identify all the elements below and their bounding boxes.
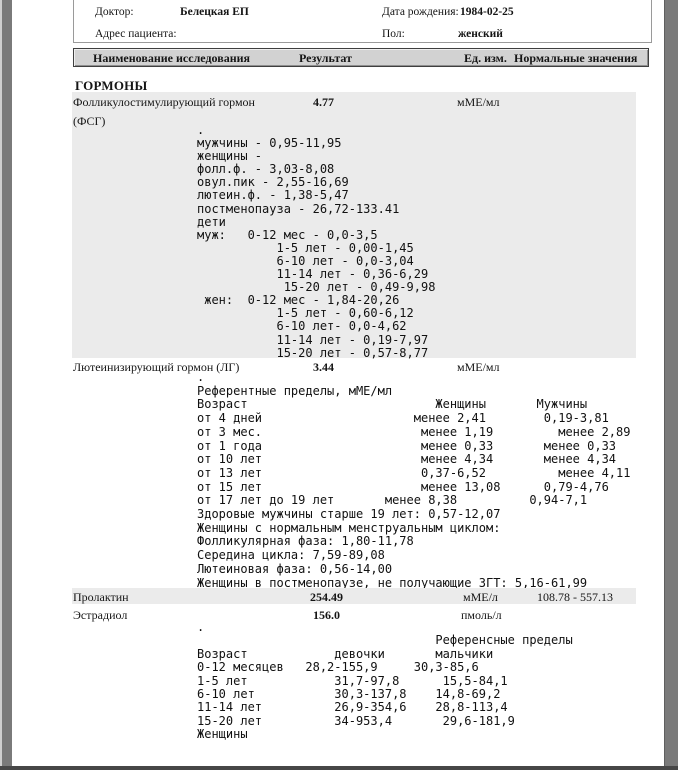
test-result-prolactin: 254.49	[310, 590, 343, 604]
sex-label: Пол:	[382, 28, 405, 40]
viewer-bottom-edge	[0, 766, 678, 770]
column-header-normal: Нормальные значения	[514, 51, 638, 65]
test-normal-prolactin: 108.78 - 557.13	[537, 590, 613, 604]
viewer-left-edge-highlight	[0, 0, 2, 770]
test-name-fsh-line2: (ФСГ)	[73, 114, 106, 128]
birthdate-label: Дата рождения:	[382, 6, 459, 18]
page-right-edge-line	[664, 0, 665, 766]
results-table-header: Наименование исследования Результат Ед. …	[73, 48, 649, 67]
doctor-value: Белецкая ЕП	[180, 6, 249, 18]
column-header-result: Результат	[299, 51, 353, 65]
lh-reference-ranges: . Референтные пределы, мМЕ/мл Возраст Же…	[197, 370, 631, 590]
patient-address-label: Адрес пациента:	[95, 28, 177, 40]
sex-value: женский	[458, 28, 503, 40]
estradiol-reference-ranges: . Референсные пределы Возраст девочки ма…	[197, 620, 573, 742]
test-result-lh: 3.44	[313, 360, 334, 374]
fsh-reference-ranges: . мужчины - 0,95-11,95 женщины - фолл.ф.…	[197, 123, 436, 360]
test-name-lh: Лютеинизирующий гормон (ЛГ)	[73, 360, 240, 374]
fsh-shaded-block	[72, 92, 636, 358]
test-name-prolactin: Пролактин	[73, 590, 129, 604]
test-units-prolactin: мМЕ/л	[463, 590, 498, 604]
column-header-name: Наименование исследования	[93, 51, 251, 65]
column-header-units: Ед. изм.	[464, 51, 507, 65]
test-result-fsh: 4.77	[313, 95, 334, 109]
doctor-label: Доктор:	[95, 6, 134, 18]
test-name-estradiol: Эстрадиол	[73, 608, 128, 622]
prolactin-shaded-row	[72, 588, 636, 604]
test-units-fsh: мМЕ/мл	[457, 95, 500, 109]
patient-header-box: Доктор: Белецкая ЕП Дата рождения: 1984-…	[73, 0, 652, 43]
test-units-lh: мМЕ/мл	[457, 360, 500, 374]
section-title-hormones: ГОРМОНЫ	[75, 78, 148, 93]
report-page: Доктор: Белецкая ЕП Дата рождения: 1984-…	[12, 0, 665, 766]
test-name-fsh-line1: Фолликулостимулирующий гормон	[73, 95, 255, 109]
test-units-estradiol: пмоль/л	[461, 608, 502, 622]
test-result-estradiol: 156.0	[313, 608, 340, 622]
birthdate-value: 1984-02-25	[460, 6, 514, 18]
